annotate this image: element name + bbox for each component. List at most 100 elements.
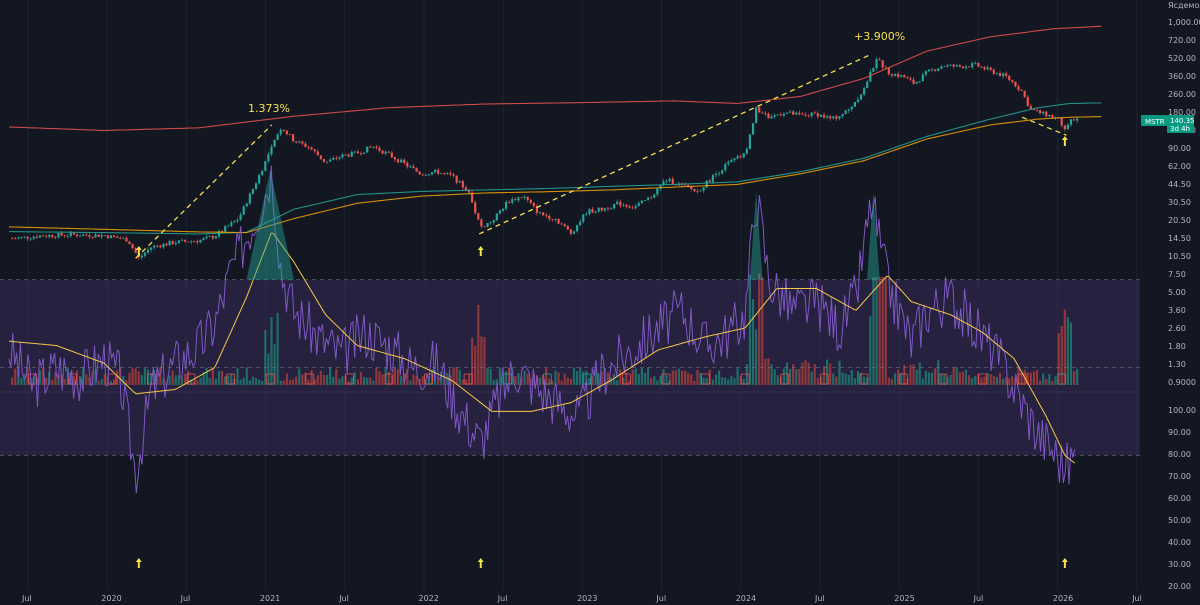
candle-body (826, 116, 829, 118)
earnings-icon[interactable] (621, 373, 631, 385)
candle-body (106, 235, 109, 239)
earnings-icon[interactable] (424, 373, 433, 385)
earnings-icon[interactable] (780, 373, 790, 385)
earnings-icon[interactable] (899, 373, 908, 385)
volume-bar (884, 277, 887, 385)
trendline-0[interactable] (135, 124, 273, 259)
trendlines[interactable] (135, 53, 1068, 568)
candle-body (159, 245, 162, 248)
candle-body (406, 162, 409, 167)
earnings-icon[interactable] (938, 373, 948, 385)
volume-bar (23, 374, 26, 385)
volume-bar (20, 377, 23, 385)
candle-body (992, 69, 995, 74)
candle-body (332, 157, 335, 160)
volume-bar (464, 379, 468, 385)
time-tick: Jul (497, 594, 508, 603)
volume-bar (566, 377, 569, 385)
candle-body (14, 238, 17, 240)
earnings-icon[interactable] (305, 373, 315, 385)
candle-body (51, 234, 54, 238)
volume-bar (396, 369, 400, 385)
candle-body (832, 116, 835, 119)
volume-bar (733, 378, 736, 385)
volume-bar (329, 367, 332, 385)
earnings-icon[interactable] (661, 373, 671, 385)
candle-body (708, 180, 711, 182)
candle-body (940, 66, 943, 69)
candle-body (995, 73, 998, 74)
earnings-icon[interactable] (978, 373, 987, 385)
candle-body (742, 153, 745, 158)
candle-body (400, 159, 403, 163)
volume-bar (285, 373, 289, 385)
candle-body (23, 236, 26, 238)
candle-body (819, 114, 823, 117)
volume-bar (949, 374, 952, 385)
volume-bar (921, 378, 924, 385)
candle-body (440, 173, 443, 174)
trendline-2[interactable] (1021, 116, 1067, 136)
candle-body (998, 73, 1002, 77)
volume-bar (489, 368, 492, 385)
volume-bar (835, 376, 838, 385)
candle-body (1011, 79, 1014, 82)
candle-body (501, 208, 505, 211)
earnings-icon[interactable] (740, 373, 750, 385)
volume-bar (631, 369, 634, 385)
volume-bar (313, 379, 316, 385)
volume-bar (1063, 309, 1066, 385)
candle-body (526, 196, 529, 200)
volume-bar (1020, 372, 1023, 385)
time-tick: Jul (338, 594, 349, 603)
earnings-icon[interactable] (819, 373, 829, 385)
candle-body (353, 151, 356, 153)
volume-bar (838, 360, 841, 385)
rsi-tick: 40.00 (1168, 538, 1191, 547)
volume-bar (430, 369, 434, 385)
candle-body (585, 214, 588, 215)
volume-bar (773, 369, 776, 385)
volume-bar (63, 379, 66, 385)
earnings-icon[interactable] (542, 373, 552, 385)
volume-bar (41, 368, 45, 385)
volume-bar (316, 375, 319, 385)
volume-bar (75, 370, 79, 385)
volume-bar (671, 370, 674, 385)
price-axis[interactable]: Ясдемол 1,000.00 720.00 520.00 360.00 260.00 1… (1140, 0, 1200, 605)
candle-body (575, 225, 579, 232)
earnings-icon[interactable] (859, 373, 869, 385)
candle-body (977, 62, 980, 67)
volume-bar (180, 378, 184, 385)
candle-body (733, 158, 736, 161)
earnings-icon[interactable] (384, 373, 394, 385)
earnings-icon[interactable] (226, 373, 236, 385)
volume-bar (514, 376, 517, 385)
time-axis[interactable]: Jul 2020 Jul 2021 Jul 2022 Jul 2023 Jul 2024 Jul 20… (21, 594, 1142, 603)
candle-body (643, 200, 647, 201)
candle-body (372, 146, 375, 148)
rsi-tick: 90.00 (1168, 428, 1191, 437)
earnings-icon[interactable] (463, 373, 473, 385)
volume-bar (251, 376, 255, 385)
earnings-icon[interactable] (1057, 373, 1067, 385)
rsi-indicator (0, 165, 1140, 494)
price-tick: 44.50 (1168, 180, 1191, 189)
price-tick: 3.60 (1168, 306, 1186, 315)
candle-body (884, 67, 887, 69)
earnings-icon[interactable] (265, 373, 275, 385)
volume-bar (258, 379, 261, 385)
volume-bar (594, 368, 597, 385)
candle-body (220, 231, 224, 232)
candle-body (949, 64, 952, 66)
earnings-icon[interactable] (701, 373, 710, 385)
volume-bar (616, 380, 619, 385)
candle-body (961, 66, 965, 69)
earnings-icon[interactable] (344, 373, 354, 385)
candle-body (989, 67, 992, 70)
last-price-tag[interactable]: MSTR 140.35 3d 4h (1141, 115, 1195, 133)
candle-body (548, 215, 551, 219)
volume-bar (810, 371, 813, 385)
